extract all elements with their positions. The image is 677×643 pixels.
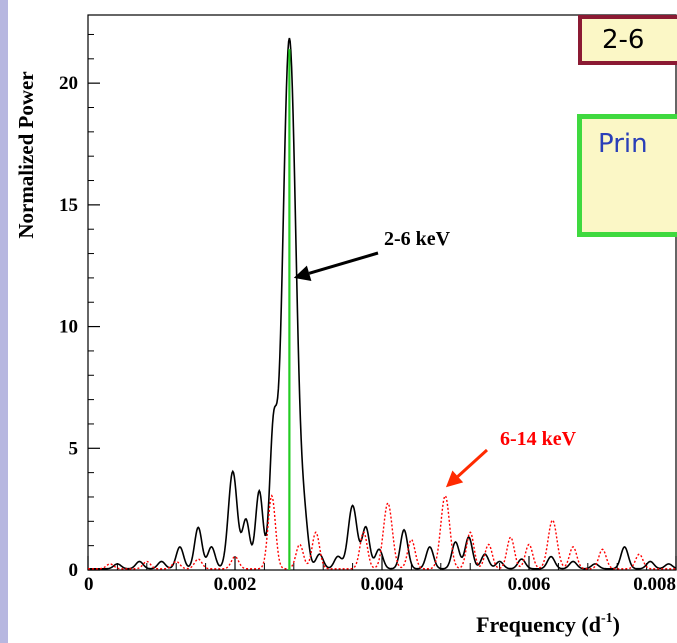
y-axis-label: Normalized Power <box>14 71 38 238</box>
x-axis-label-close: ) <box>613 612 620 637</box>
callout-note-text: Prin <box>598 129 648 159</box>
slide-edge-strip <box>0 0 8 643</box>
series-layer <box>88 37 677 570</box>
y-tick-label: 0 <box>69 560 79 581</box>
annotation-arrow-6-14-kev <box>456 448 489 478</box>
plot-frame <box>87 14 677 571</box>
x-axis-ticks: 0 0.002 0.004 0.006 0.008 <box>84 556 677 595</box>
callout-energy-band: 2-6 <box>578 15 677 65</box>
x-axis-label-main: Frequency (d <box>476 612 601 637</box>
y-tick-label: 5 <box>69 438 79 459</box>
y-tick-label: 20 <box>59 73 78 94</box>
callout-note: Prin <box>577 114 677 237</box>
annotation-arrowhead-6-14-kev <box>445 470 464 488</box>
callout-energy-band-text: 2-6 <box>602 25 645 55</box>
annotation-arrowhead-2-6-kev <box>293 265 312 282</box>
y-tick-label: 10 <box>59 317 78 338</box>
y-tick-label: 15 <box>59 195 78 216</box>
x-tick-label: 0.006 <box>508 574 551 595</box>
x-tick-label: 0.002 <box>214 574 257 595</box>
x-tick-label: 0 <box>84 574 94 595</box>
y-axis-ticks: 0 5 10 15 20 <box>59 33 100 581</box>
x-axis-label-sup: -1 <box>601 611 613 626</box>
x-axis-label: Frequency (d-1) <box>476 611 620 637</box>
annotation-2-6-kev: 2-6 keV <box>384 228 451 250</box>
annotation-arrow-2-6-kev <box>308 251 379 275</box>
x-tick-label: 0.004 <box>361 574 404 595</box>
annotation-6-14-kev: 6-14 keV <box>500 428 577 450</box>
series-line-2-6-kev <box>88 37 677 570</box>
x-tick-label: 0.008 <box>633 574 676 595</box>
